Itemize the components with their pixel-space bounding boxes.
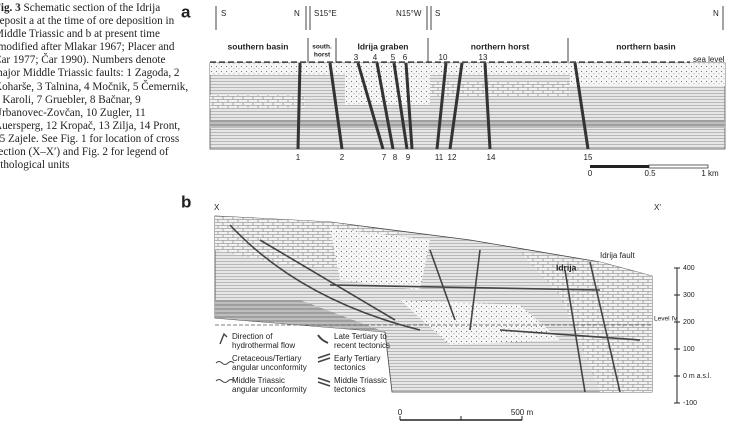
fault-number: 5 — [391, 53, 396, 62]
direction-markers — [215, 6, 724, 30]
legend — [215, 332, 331, 387]
fault-number: 2 — [340, 153, 345, 162]
axis-tick-label: 100 — [683, 346, 695, 353]
legend-label: Middle Triassic — [232, 376, 285, 385]
legend-label: tectonics — [334, 363, 366, 372]
panel-letter: a — [181, 2, 191, 21]
sea-level-label: sea level — [693, 55, 725, 64]
legend-label: Cretaceous/Tertiary — [232, 354, 301, 363]
section-a — [209, 61, 726, 150]
legend-label: Direction of — [232, 332, 273, 341]
fault-label: Idrija fault — [600, 251, 635, 260]
fault-number: 3 — [354, 53, 359, 62]
direction-label: N — [713, 9, 719, 18]
legend-label: angular unconformity — [232, 385, 307, 394]
unit-label: northern horst — [471, 41, 530, 51]
fault-number: 15 — [584, 153, 593, 162]
legend-label: hydrothermal flow — [232, 341, 295, 350]
caption-text: Schematic section of the Idrija deposit … — [0, 2, 189, 172]
axis-tick-label: 0 m a.s.l. — [683, 373, 711, 380]
unit-label: southern basin — [228, 41, 289, 51]
legend-label: Early Tertiary — [334, 354, 381, 363]
elevation-axis: 400 300 200 100 0 m a.s.l. -100 — [674, 265, 711, 407]
figure-caption: Fig. 3 Schematic section of the Idrija d… — [0, 2, 190, 172]
caption-label: Fig. 3 — [0, 2, 21, 14]
panel-letter: b — [181, 192, 191, 211]
fault-number: 14 — [487, 153, 496, 162]
scale-label: 0 — [398, 408, 403, 417]
fault-number: 10 — [439, 53, 448, 62]
fault-number: 13 — [479, 53, 488, 62]
direction-label: S15°E — [314, 9, 337, 18]
unit-label: horst — [314, 52, 331, 59]
direction-label: S — [435, 9, 440, 18]
fault-number: 11 — [435, 153, 444, 162]
fault-number: 12 — [448, 153, 457, 162]
unit-dividers — [307, 38, 569, 62]
scale-label: 0.5 — [644, 169, 656, 178]
fault-number: 8 — [393, 153, 398, 162]
scale-bar — [590, 164, 709, 169]
section-b — [214, 215, 653, 393]
fault-number: 1 — [296, 153, 301, 162]
fault-number: 4 — [373, 53, 378, 62]
scale-label: 500 m — [511, 408, 534, 417]
axis-tick-label: 200 — [683, 319, 695, 326]
section-end-label: X' — [654, 203, 661, 212]
direction-label: S — [221, 9, 226, 18]
legend-label: recent tectonics — [334, 341, 390, 350]
section-end-label: X — [214, 203, 220, 212]
legend-label: Late Tertiary to — [334, 332, 387, 341]
axis-tick-label: 300 — [683, 292, 695, 299]
fault-number: 9 — [406, 153, 411, 162]
level-label: Level IV — [654, 316, 678, 323]
scale-label: 1 km — [701, 169, 719, 178]
scale-label: 0 — [588, 169, 593, 178]
axis-tick-label: 400 — [683, 265, 695, 272]
place-label: Idrija — [556, 262, 577, 272]
unit-label: south. — [312, 44, 332, 51]
legend-label: Middle Triassic — [334, 376, 387, 385]
fault-number: 6 — [403, 53, 408, 62]
direction-label: N — [294, 9, 300, 18]
legend-label: tectonics — [334, 385, 366, 394]
unit-label: northern basin — [616, 41, 676, 51]
scale-bar — [399, 416, 523, 421]
fault-number: 7 — [382, 153, 387, 162]
direction-label: N15°W — [396, 9, 422, 18]
legend-label: angular unconformity — [232, 363, 307, 372]
axis-tick-label: -100 — [683, 400, 697, 407]
unit-label: Idrija graben — [357, 41, 408, 51]
